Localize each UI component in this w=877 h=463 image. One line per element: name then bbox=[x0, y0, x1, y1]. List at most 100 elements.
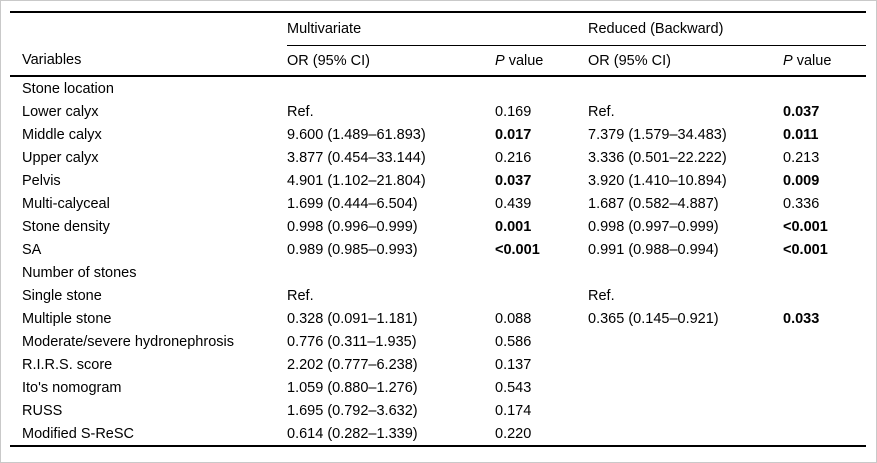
table-row: Stone density 0.998 (0.996–0.999) 0.001 0.9… bbox=[10, 215, 866, 238]
variable-label: R.I.R.S. score bbox=[22, 356, 113, 373]
or-ci-multivariate: 4.901 (1.102–21.804) bbox=[287, 172, 426, 189]
p-value-reduced: 0.011 bbox=[783, 126, 819, 143]
or-ci-multivariate: Ref. bbox=[287, 287, 314, 304]
or-ci-multivariate: 1.059 (0.880–1.276) bbox=[287, 379, 418, 396]
p-value-reduced: 0.037 bbox=[783, 103, 820, 120]
p-value-multivariate bbox=[495, 284, 588, 307]
table-row: Upper calyx 3.877 (0.454–33.144) 0.216 3.33… bbox=[10, 146, 866, 169]
table-row: RUSS 1.695 (0.792–3.632) 0.174 bbox=[10, 399, 866, 422]
p-italic-label: P bbox=[495, 52, 505, 69]
table-row: Stone location bbox=[10, 76, 866, 100]
p-value-rest-label: value bbox=[504, 52, 544, 69]
regression-results-table: Multivariate Reduced (Backward) Variable… bbox=[10, 11, 867, 447]
table-row: Middle calyx 9.600 (1.489–61.893) 0.017 7.3… bbox=[10, 123, 866, 146]
p-value-reduced: 0.336 bbox=[783, 195, 820, 212]
p-value-multivariate: 0.586 bbox=[495, 333, 532, 350]
or-ci-reduced: 7.379 (1.579–34.483) bbox=[588, 126, 727, 143]
or-ci-multivariate: 3.877 (0.454–33.144) bbox=[287, 149, 426, 166]
p-value-reduced bbox=[783, 261, 866, 284]
or-ci-multivariate bbox=[287, 76, 495, 100]
p-value-multivariate bbox=[495, 76, 588, 100]
variable-label: SA bbox=[22, 241, 42, 258]
variable-label: Lower calyx bbox=[22, 103, 99, 120]
or-ci-reduced bbox=[588, 261, 783, 284]
p-value-rest-label: value bbox=[792, 52, 832, 69]
table-row: Lower calyx Ref. 0.169 Ref. 0.037 bbox=[10, 100, 866, 123]
p-value-reduced: <0.001 bbox=[783, 218, 828, 235]
variable-label: Stone location bbox=[22, 80, 114, 97]
table-row: Multiple stone 0.328 (0.091–1.181) 0.088 0.… bbox=[10, 307, 866, 330]
table-row: R.I.R.S. score 2.202 (0.777–6.238) 0.137 bbox=[10, 353, 866, 376]
or-ci-multivariate: 0.989 (0.985–0.993) bbox=[287, 241, 418, 258]
p-value-reduced: 0.009 bbox=[783, 172, 820, 189]
or-ci-reduced bbox=[588, 330, 783, 353]
or-ci-multivariate bbox=[287, 261, 495, 284]
table-row: Single stone Ref. Ref. bbox=[10, 284, 866, 307]
p-value-reduced: 0.033 bbox=[783, 310, 820, 327]
or-ci-multivariate: 0.614 (0.282–1.339) bbox=[287, 425, 418, 442]
column-header-variables: Variables bbox=[10, 45, 287, 77]
or-ci-reduced: 0.365 (0.145–0.921) bbox=[588, 310, 719, 327]
table-header: Multivariate Reduced (Backward) Variable… bbox=[10, 12, 867, 77]
or-ci-multivariate: 0.776 (0.311–1.935) bbox=[287, 333, 417, 350]
p-value-reduced bbox=[783, 353, 866, 376]
p-value-multivariate: 0.037 bbox=[495, 172, 532, 189]
p-value-multivariate: 0.017 bbox=[495, 126, 532, 143]
p-value-multivariate: 0.169 bbox=[495, 103, 532, 120]
variable-label: Pelvis bbox=[22, 172, 61, 189]
variable-label: RUSS bbox=[22, 402, 63, 419]
p-value-multivariate: 0.088 bbox=[495, 310, 532, 327]
or-ci-multivariate: Ref. bbox=[287, 103, 314, 120]
group-header-spacer bbox=[10, 12, 287, 46]
or-ci-reduced bbox=[588, 353, 783, 376]
table-row: Pelvis 4.901 (1.102–21.804) 0.037 3.920 (1.… bbox=[10, 169, 866, 192]
variable-label: Modified S-ReSC bbox=[22, 425, 135, 442]
group-header-multivariate: Multivariate bbox=[287, 12, 589, 46]
column-header-or-multivariate: OR (95% CI) bbox=[287, 45, 495, 77]
variable-label: Moderate/severe hydronephrosis bbox=[22, 333, 234, 350]
group-header-row: Multivariate Reduced (Backward) bbox=[10, 12, 867, 46]
column-header-row: Variables OR (95% CI) P value OR (95% CI… bbox=[10, 45, 867, 77]
variable-label: Number of stones bbox=[22, 264, 137, 281]
or-ci-multivariate: 9.600 (1.489–61.893) bbox=[287, 126, 426, 143]
table-row: Moderate/severe hydronephrosis 0.776 (0.3… bbox=[10, 330, 866, 353]
p-value-multivariate: 0.543 bbox=[495, 379, 532, 396]
group-header-reduced-backward: Reduced (Backward) bbox=[588, 12, 867, 46]
p-value-multivariate: 0.174 bbox=[495, 402, 532, 419]
or-ci-reduced bbox=[588, 399, 783, 422]
table-row: SA 0.989 (0.985–0.993) <0.001 0.991 (0.988–… bbox=[10, 238, 866, 261]
p-value-reduced bbox=[783, 422, 866, 446]
table-row: Number of stones bbox=[10, 261, 866, 284]
variable-label: Stone density bbox=[22, 218, 110, 235]
or-ci-reduced: 3.920 (1.410–10.894) bbox=[588, 172, 727, 189]
p-value-reduced bbox=[783, 330, 866, 353]
or-ci-reduced bbox=[588, 376, 783, 399]
p-value-multivariate: 0.001 bbox=[495, 218, 532, 235]
p-value-reduced bbox=[783, 76, 866, 100]
p-value-multivariate: 0.439 bbox=[495, 195, 532, 212]
or-ci-reduced: 0.998 (0.997–0.999) bbox=[588, 218, 719, 235]
table-body: Stone location Lower calyx Ref. 0.169 Ref. 0.… bbox=[10, 76, 866, 446]
p-value-reduced: <0.001 bbox=[783, 241, 828, 258]
or-ci-reduced bbox=[588, 76, 783, 100]
column-header-or-reduced: OR (95% CI) bbox=[588, 45, 784, 77]
table-row: Multi-calyceal 1.699 (0.444–6.504) 0.439 1.… bbox=[10, 192, 866, 215]
or-ci-reduced: 3.336 (0.501–22.222) bbox=[588, 149, 727, 166]
variable-label: Multiple stone bbox=[22, 310, 112, 327]
or-ci-multivariate: 2.202 (0.777–6.238) bbox=[287, 356, 418, 373]
p-value-reduced bbox=[783, 376, 866, 399]
or-ci-reduced: 0.991 (0.988–0.994) bbox=[588, 241, 719, 258]
p-value-multivariate: 0.220 bbox=[495, 425, 532, 442]
or-ci-reduced: 1.687 (0.582–4.887) bbox=[588, 195, 719, 212]
p-value-multivariate: 0.137 bbox=[495, 356, 532, 373]
p-italic-label: P bbox=[783, 52, 793, 69]
p-value-reduced bbox=[783, 284, 866, 307]
p-value-multivariate bbox=[495, 261, 588, 284]
variable-label: Ito's nomogram bbox=[22, 379, 122, 396]
or-ci-multivariate: 0.998 (0.996–0.999) bbox=[287, 218, 418, 235]
p-value-multivariate: <0.001 bbox=[495, 241, 540, 258]
p-value-reduced bbox=[783, 399, 866, 422]
or-ci-reduced: Ref. bbox=[588, 103, 615, 120]
p-value-reduced: 0.213 bbox=[783, 149, 820, 166]
